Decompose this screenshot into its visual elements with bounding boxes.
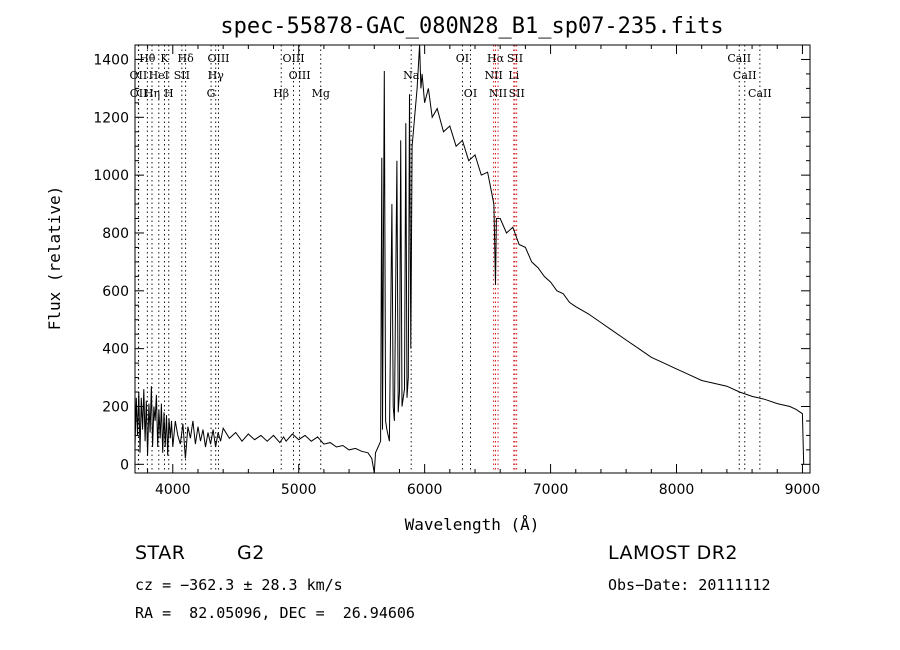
- line-label-23: Mg: [312, 87, 330, 100]
- line-label-22: Hβ: [273, 87, 289, 100]
- line-label-16: Li: [508, 69, 519, 82]
- line-label-19: Hη: [144, 87, 160, 100]
- x-tick-label-8000: 8000: [659, 482, 695, 498]
- coordinates: RA = 82.05096, DEC = 26.94606: [135, 604, 415, 622]
- line-label-11: SII: [174, 69, 190, 82]
- line-label-8: CaII: [727, 52, 751, 65]
- line-label-10: HeI: [149, 69, 169, 82]
- y-axis-label: Flux (relative): [45, 186, 64, 331]
- y-tick-label-1200: 1200: [93, 110, 129, 126]
- redshift-cz: cz = −362.3 ± 28.3 km/s: [135, 576, 343, 594]
- object-subclass: G2: [237, 542, 265, 564]
- line-label-14: Na: [403, 69, 420, 82]
- spectrum-line-0: [134, 44, 805, 474]
- x-tick-label-9000: 9000: [785, 482, 821, 498]
- y-tick-label-200: 200: [102, 399, 129, 415]
- x-tick-label-5000: 5000: [281, 482, 317, 498]
- line-label-3: OIII: [207, 52, 229, 65]
- survey-name: LAMOST DR2: [608, 542, 738, 564]
- line-label-9: OII: [130, 69, 148, 82]
- line-label-21: G: [207, 87, 216, 100]
- line-label-13: OIII: [289, 69, 311, 82]
- line-label-6: Hα: [487, 52, 505, 65]
- line-label-24: OI: [464, 87, 477, 100]
- x-tick-label-6000: 6000: [407, 482, 443, 498]
- x-tick-label-7000: 7000: [533, 482, 569, 498]
- line-label-12: Hγ: [208, 69, 225, 82]
- line-label-25: NII: [489, 87, 507, 100]
- line-label-18: OII: [130, 87, 148, 100]
- y-tick-label-800: 800: [102, 226, 129, 242]
- line-label-17: CaII: [733, 69, 757, 82]
- y-tick-label-1400: 1400: [93, 52, 129, 68]
- x-axis-label: Wavelength (Å): [405, 515, 540, 534]
- line-label-27: CaII: [748, 87, 772, 100]
- line-label-7: SII: [507, 52, 523, 65]
- x-tick-label-4000: 4000: [155, 482, 191, 498]
- line-label-0: Hθ: [139, 52, 156, 65]
- y-tick-label-600: 600: [102, 284, 129, 300]
- line-label-2: Hδ: [178, 52, 195, 65]
- y-tick-label-1000: 1000: [93, 168, 129, 184]
- plot-frame: [134, 44, 811, 474]
- y-tick-label-0: 0: [120, 457, 129, 473]
- line-label-26: SII: [509, 87, 525, 100]
- line-label-5: OI: [456, 52, 469, 65]
- line-label-4: OIII: [283, 52, 305, 65]
- y-tick-label-400: 400: [102, 342, 129, 358]
- object-class: STAR: [135, 542, 186, 564]
- chart-title: spec-55878-GAC_080N28_B1_sp07-235.fits: [220, 14, 723, 39]
- line-label-15: NII: [484, 69, 502, 82]
- observation-date: Obs−Date: 20111112: [608, 576, 771, 594]
- line-label-1: K: [160, 52, 169, 65]
- line-label-20: H: [164, 87, 174, 100]
